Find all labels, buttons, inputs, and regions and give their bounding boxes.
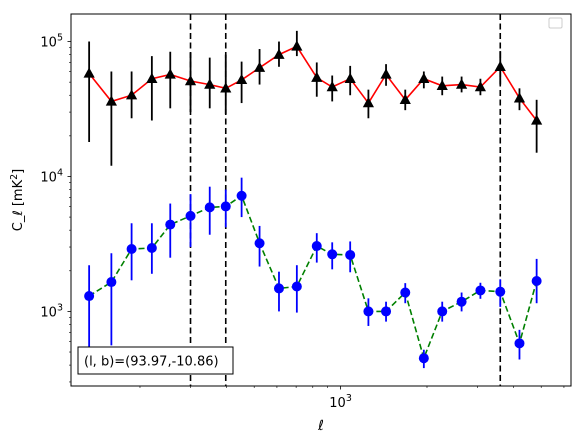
data-point-circle [254,238,265,249]
data-point-circle [475,285,486,296]
data-point-triangle [220,82,232,93]
data-point-triangle [184,75,197,86]
legend-box [548,17,563,29]
data-point-circle [126,244,137,255]
data-point-circle [418,353,429,364]
annotation-box: (l, b)=(93.97,-10.86) [77,346,234,375]
data-point-triangle [362,97,375,108]
data-point-circle [363,306,374,317]
data-point-triangle [380,68,392,79]
y-tick-label: 105 [40,33,63,51]
data-point-circle [456,296,467,307]
y-axis-label: C_ℓ [mK2] [9,169,26,231]
x-tick-label: 103 [329,393,352,411]
data-point-circle [106,277,117,288]
data-point-triangle [474,81,487,92]
y-tick-label: 104 [40,167,63,185]
series-line [88,194,538,361]
data-point-circle [495,286,506,297]
data-point-triangle [455,78,468,89]
y-tick-label: 103 [40,302,63,320]
data-point-triangle [418,72,430,83]
series-line [88,45,538,121]
data-point-circle [345,249,356,260]
data-point-circle [381,306,392,317]
data-point-triangle [326,81,338,92]
data-point-circle [311,241,322,252]
data-point-circle [236,190,247,201]
data-point-triangle [253,61,266,72]
data-point-circle [146,243,157,254]
data-point-triangle [513,92,526,103]
data-point-triangle [83,67,95,78]
data-point-triangle [164,68,176,79]
data-point-triangle [311,71,323,82]
data-point-triangle [344,72,356,83]
x-axis-label: ℓ [317,418,324,434]
axis-layer: 103 103 104 105 ℓ C_ℓ [mK2] [9,33,565,434]
data-point-triangle [236,73,248,85]
data-point-triangle [126,89,138,100]
data-point-circle [291,281,302,292]
data-point-circle [220,201,231,212]
data-point-circle [84,291,95,302]
data-point-circle [327,249,338,260]
plot-frame [70,13,572,387]
data-point-triangle [399,93,411,105]
data-point-circle [185,210,196,221]
data-point-triangle [105,95,117,106]
data-point-circle [204,202,215,213]
data-point-triangle [291,40,303,51]
data-point-circle [400,287,411,298]
data-point-triangle [146,72,158,83]
data-point-triangle [494,60,506,71]
data-point-circle [165,219,176,230]
annotation-text: (l, b)=(93.97,-10.86) [84,355,219,370]
data-point-triangle [204,78,216,89]
data-point-circle [437,306,448,317]
data-point-triangle [436,79,448,90]
data-point-circle [273,283,284,294]
data-point-circle [514,338,525,349]
data-point-triangle [531,114,543,125]
data-point-triangle [273,48,285,59]
data-point-circle [531,276,542,287]
data-layer [83,14,543,386]
